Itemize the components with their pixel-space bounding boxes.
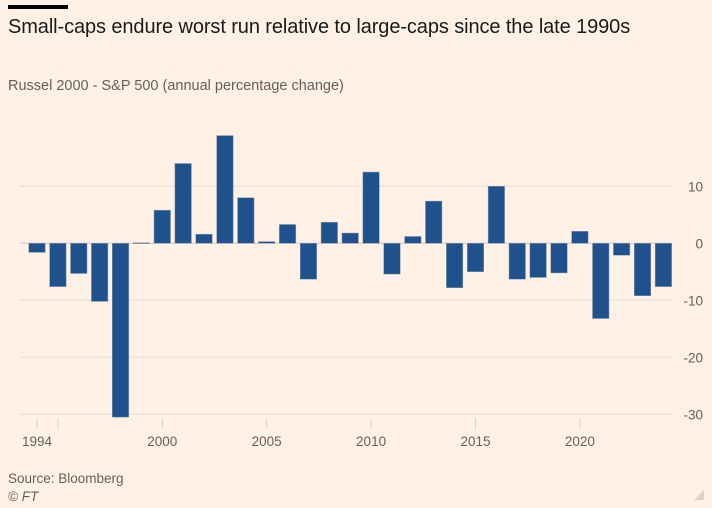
bar-2007	[299, 243, 317, 280]
bar-2019	[550, 243, 568, 274]
resize-handle-icon[interactable]	[694, 490, 704, 500]
y-tick-label: -10	[683, 293, 703, 308]
bar-2012	[404, 236, 422, 244]
bar-2022	[613, 243, 631, 256]
bar-2016	[487, 186, 505, 244]
bar-2014	[446, 243, 464, 289]
bar-2003	[216, 135, 234, 244]
bar-2021	[592, 243, 610, 319]
bar-2008	[320, 221, 338, 244]
bar-2006	[279, 224, 297, 244]
bar-2020	[571, 231, 589, 244]
y-tick-label: -20	[683, 350, 703, 365]
bar-2000	[153, 209, 171, 244]
bar-2024	[654, 243, 672, 287]
chart-title: Small-caps endure worst run relative to …	[8, 16, 631, 38]
x-tick-label: 2005	[252, 434, 282, 449]
y-axis: 10 0 -10 -20 -30	[683, 179, 703, 422]
bar-2002	[195, 233, 213, 244]
source-note: Source: Bloomberg	[8, 471, 124, 486]
bar-2011	[383, 243, 401, 275]
bar-1995	[49, 243, 67, 287]
chart-subtitle: Russel 2000 - S&P 500 (annual percentage…	[8, 78, 344, 94]
bar-2018	[529, 243, 547, 278]
bar-2015	[466, 243, 484, 273]
bar-2001	[174, 163, 192, 244]
bar-1994	[28, 243, 46, 253]
bar-chart: 10 0 -10 -20 -30 1994 2000 2005 2010 2015 2020	[20, 135, 703, 449]
bar-2005	[258, 241, 276, 244]
bar-1999	[132, 242, 150, 244]
bar-2023	[634, 243, 652, 296]
bar-1996	[70, 243, 88, 274]
brand-bar	[8, 5, 68, 9]
x-axis: 1994 2000 2005 2010 2015 2020	[22, 418, 595, 449]
bar-1998	[112, 243, 130, 418]
bar-2013	[425, 200, 443, 244]
x-tick-label: 1994	[22, 434, 53, 449]
bar-2009	[341, 232, 359, 244]
x-tick-label: 2020	[565, 434, 595, 449]
y-tick-label: 10	[688, 179, 703, 194]
x-tick-label: 2015	[460, 434, 490, 449]
bars	[28, 135, 672, 418]
copyright-note: © FT	[8, 489, 39, 504]
x-tick-label: 2000	[147, 434, 177, 449]
bar-2010	[362, 171, 380, 244]
bar-1997	[91, 243, 109, 302]
y-tick-label: -30	[683, 407, 703, 422]
bar-2004	[237, 197, 255, 244]
bar-2017	[508, 243, 526, 280]
y-tick-label: 0	[695, 236, 703, 251]
x-tick-label: 2010	[356, 434, 386, 449]
